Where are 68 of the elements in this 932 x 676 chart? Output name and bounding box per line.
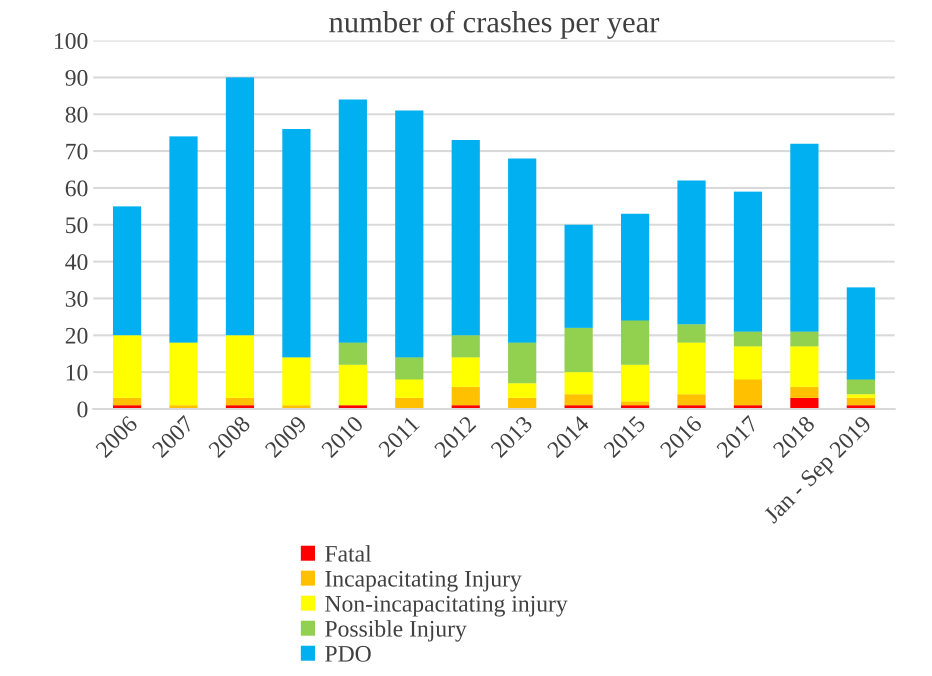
- bar: [790, 144, 819, 332]
- y-tick-label: 60: [66, 180, 88, 196]
- bar: [112, 398, 142, 406]
- bar: [169, 342, 198, 406]
- chart-title: number of crashes per year: [329, 10, 660, 39]
- legend-label: PDO: [325, 646, 371, 662]
- bar: [226, 398, 254, 406]
- y-tick-label: 10: [66, 364, 88, 381]
- bar: [734, 332, 762, 346]
- bar: [282, 128, 311, 358]
- y-tick-label: 20: [66, 328, 88, 344]
- bar: [508, 398, 536, 409]
- y-tick-label: 50: [66, 217, 88, 234]
- bar: [395, 380, 424, 398]
- bar: [338, 364, 367, 406]
- bar: [452, 357, 480, 387]
- bar: [734, 192, 762, 332]
- y-tick-label: 90: [65, 70, 88, 86]
- bar: [677, 342, 706, 394]
- bar: [508, 383, 536, 398]
- bar: [846, 287, 875, 380]
- bar: [790, 386, 819, 398]
- y-tick-label: 80: [66, 106, 88, 123]
- bar: [620, 364, 650, 402]
- bar: [564, 394, 593, 406]
- x-tick-label: 2011: [378, 415, 420, 458]
- legend-label: Non-incapacitating injury: [325, 596, 568, 617]
- legend-label: Possible Injury: [325, 620, 467, 642]
- bar: [846, 398, 875, 406]
- bar: [452, 140, 480, 336]
- bar: [734, 380, 762, 406]
- bar: [282, 357, 311, 406]
- y-tick-label: 70: [66, 144, 88, 160]
- bar: [677, 180, 706, 324]
- bar: [790, 398, 819, 409]
- y-tick-label: 100: [55, 33, 88, 49]
- y-tick-label: 0: [77, 401, 88, 418]
- bar: [564, 224, 593, 328]
- bar: [112, 206, 142, 336]
- bar: [564, 372, 593, 394]
- bar: [790, 346, 819, 387]
- bar: [790, 332, 819, 346]
- bar: [508, 342, 536, 384]
- bar: [226, 77, 254, 336]
- bar: [846, 394, 875, 398]
- bar: [508, 158, 536, 343]
- bar: [677, 324, 706, 343]
- bar: [338, 100, 367, 343]
- bar: [620, 402, 650, 406]
- bar: [452, 386, 480, 406]
- bar: [846, 380, 875, 394]
- bar: [395, 357, 424, 380]
- legend-label: Fatal: [325, 545, 372, 562]
- bar: [734, 346, 762, 380]
- bar: [338, 342, 367, 365]
- y-tick-label: 40: [65, 254, 88, 270]
- bar: [452, 335, 480, 358]
- bar: [169, 136, 198, 343]
- bar: [677, 394, 706, 406]
- bar: [112, 335, 142, 398]
- bar: [564, 328, 593, 372]
- y-tick-label: 30: [66, 290, 88, 307]
- bar: [395, 398, 424, 409]
- bar: [620, 320, 650, 365]
- bar: [620, 214, 650, 321]
- legend-label: Incapacitating Injury: [325, 570, 522, 592]
- bar: [226, 335, 254, 398]
- bar: [395, 110, 424, 358]
